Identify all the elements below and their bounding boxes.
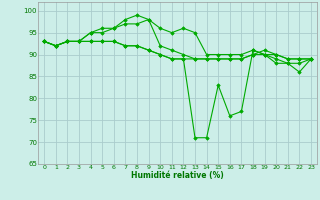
X-axis label: Humidité relative (%): Humidité relative (%) [131, 171, 224, 180]
